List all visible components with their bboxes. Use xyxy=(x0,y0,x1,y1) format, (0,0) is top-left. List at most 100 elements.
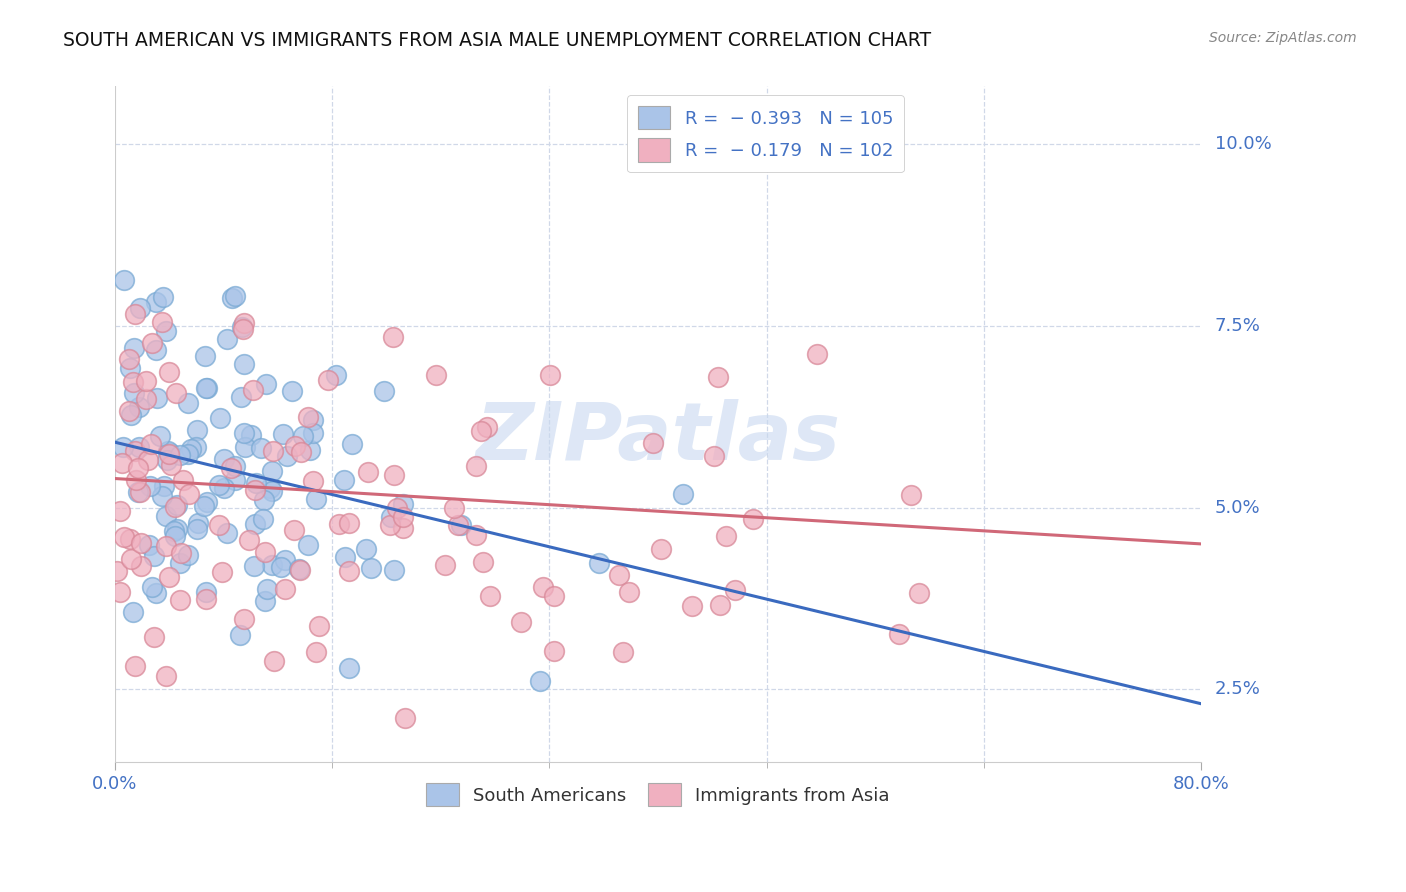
Point xyxy=(253,594,276,608)
Point xyxy=(125,473,148,487)
Point xyxy=(543,644,565,658)
Point xyxy=(122,386,145,401)
Point xyxy=(224,289,246,303)
Point xyxy=(128,400,150,414)
Point xyxy=(281,384,304,398)
Point xyxy=(128,485,150,500)
Point xyxy=(193,499,215,513)
Text: Source: ZipAtlas.com: Source: ZipAtlas.com xyxy=(1209,31,1357,45)
Point xyxy=(165,385,187,400)
Point xyxy=(243,558,266,573)
Point xyxy=(531,580,554,594)
Point xyxy=(157,447,180,461)
Point xyxy=(114,273,136,287)
Legend: South Americans, Immigrants from Asia: South Americans, Immigrants from Asia xyxy=(419,776,897,814)
Point xyxy=(194,349,217,363)
Point xyxy=(145,295,167,310)
Point xyxy=(643,436,665,450)
Point xyxy=(392,521,415,535)
Point xyxy=(381,330,404,344)
Point xyxy=(166,498,188,512)
Point xyxy=(149,429,172,443)
Point xyxy=(337,661,360,675)
Point xyxy=(232,316,254,330)
Point xyxy=(302,413,325,427)
Point xyxy=(724,582,747,597)
Point xyxy=(186,423,208,437)
Point xyxy=(337,564,360,578)
Point xyxy=(263,654,285,668)
Point xyxy=(472,555,495,569)
Point xyxy=(284,439,307,453)
Point xyxy=(260,484,283,499)
Point xyxy=(304,492,326,507)
Point xyxy=(259,481,281,495)
Text: 10.0%: 10.0% xyxy=(1215,136,1271,153)
Point xyxy=(672,487,695,501)
Point xyxy=(232,612,254,626)
Point xyxy=(186,522,208,536)
Point xyxy=(124,443,146,458)
Text: 7.5%: 7.5% xyxy=(1215,317,1261,335)
Point xyxy=(135,392,157,406)
Point xyxy=(118,532,141,546)
Point xyxy=(742,511,765,525)
Point xyxy=(465,528,488,542)
Point xyxy=(333,550,356,565)
Point xyxy=(254,377,277,392)
Point xyxy=(217,332,239,346)
Point xyxy=(136,453,159,467)
Point xyxy=(159,446,181,460)
Point xyxy=(233,425,256,440)
Point xyxy=(209,410,232,425)
Point xyxy=(145,343,167,357)
Point xyxy=(165,528,187,542)
Point xyxy=(356,541,378,556)
Point xyxy=(111,456,134,470)
Point xyxy=(245,483,267,497)
Point xyxy=(276,449,298,463)
Point xyxy=(337,516,360,530)
Point xyxy=(138,538,160,552)
Point xyxy=(177,395,200,409)
Point xyxy=(155,509,177,524)
Point xyxy=(433,558,456,572)
Point xyxy=(217,525,239,540)
Point xyxy=(270,559,292,574)
Point xyxy=(301,475,323,489)
Point xyxy=(380,510,402,524)
Point xyxy=(709,598,731,612)
Point xyxy=(328,516,350,531)
Point xyxy=(447,518,470,533)
Point xyxy=(105,565,128,579)
Point xyxy=(128,440,150,454)
Point xyxy=(169,448,191,462)
Point xyxy=(156,452,179,467)
Point xyxy=(288,562,311,576)
Point xyxy=(208,478,231,492)
Point xyxy=(165,500,187,515)
Point xyxy=(117,404,139,418)
Point xyxy=(707,369,730,384)
Point xyxy=(475,420,498,434)
Point xyxy=(224,458,246,473)
Y-axis label: Male Unemployment: Male Unemployment xyxy=(0,338,8,510)
Point xyxy=(232,357,254,371)
Point xyxy=(229,628,252,642)
Point xyxy=(333,473,356,487)
Point xyxy=(260,464,283,478)
Point xyxy=(887,627,910,641)
Point xyxy=(177,549,200,563)
Point xyxy=(112,530,135,544)
Point xyxy=(121,605,143,619)
Point xyxy=(150,489,173,503)
Point xyxy=(252,512,274,526)
Point xyxy=(157,570,180,584)
Point xyxy=(155,324,177,338)
Point xyxy=(238,533,260,547)
Point xyxy=(155,539,177,553)
Point xyxy=(122,341,145,355)
Text: ZIPatlas: ZIPatlas xyxy=(475,399,841,476)
Point xyxy=(163,524,186,539)
Point xyxy=(143,630,166,644)
